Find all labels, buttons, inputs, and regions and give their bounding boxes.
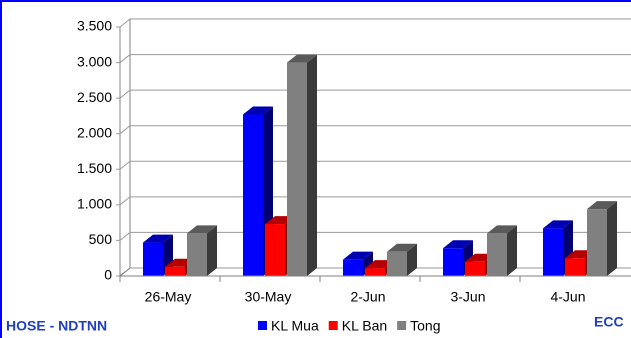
- bar-front: [565, 258, 585, 276]
- x-tick-label: 26-May: [145, 289, 192, 305]
- y-tick-label: 1.500: [77, 160, 112, 176]
- bar-front: [487, 233, 507, 276]
- grid-line: [116, 231, 631, 241]
- bar-front: [587, 209, 607, 276]
- bar-front: [387, 251, 407, 276]
- grid-line: [116, 89, 631, 99]
- annotation: HOSE - NDTNN: [6, 318, 107, 334]
- legend-label: Tong: [410, 318, 440, 334]
- bar-front: [365, 268, 385, 276]
- legend-swatch: [328, 321, 338, 330]
- annotation: ECC: [594, 314, 624, 330]
- bar: [487, 225, 517, 276]
- bar-top: [287, 54, 317, 63]
- bar-front: [287, 62, 307, 277]
- x-tick-label: 3-Jun: [450, 289, 485, 305]
- bar-top: [387, 243, 417, 252]
- x-tick-label: 30-May: [245, 289, 292, 305]
- bar-top: [243, 106, 273, 115]
- y-tick-label: 3.500: [77, 18, 112, 34]
- bar-front: [165, 266, 185, 276]
- bar-front: [443, 248, 463, 276]
- y-tick-label: 500: [89, 231, 113, 247]
- bar-front: [187, 233, 207, 276]
- legend-swatch: [258, 321, 267, 330]
- bar-front: [243, 114, 263, 277]
- bar: [287, 54, 317, 277]
- bar-front: [543, 228, 563, 276]
- y-tick-label: 2.000: [77, 124, 112, 140]
- grid-line: [116, 160, 631, 170]
- bar-top: [587, 201, 617, 210]
- y-tick-label: 3.000: [77, 53, 112, 69]
- bar-side: [207, 225, 217, 276]
- legend-label: KL Mua: [271, 318, 319, 334]
- bar-side: [607, 201, 617, 276]
- bar-top: [187, 225, 217, 234]
- bar-front: [465, 261, 485, 276]
- bar-side: [407, 243, 417, 276]
- bar-front: [343, 259, 363, 276]
- y-tick-label: 2.500: [77, 89, 112, 105]
- bar-top: [487, 225, 517, 234]
- bar-front: [265, 224, 285, 276]
- bar-side: [307, 54, 317, 277]
- legend-swatch: [397, 321, 407, 330]
- bar-top: [343, 251, 373, 260]
- bar-front: [143, 242, 163, 276]
- bar: [187, 225, 217, 276]
- bar-top: [443, 240, 473, 249]
- bar-side: [507, 225, 517, 276]
- bar: [143, 234, 173, 276]
- grid-line: [116, 125, 631, 135]
- bar-top: [543, 220, 573, 229]
- grid-line: [116, 18, 631, 28]
- y-tick-label: 1.000: [77, 196, 112, 212]
- bar: [387, 243, 417, 276]
- bar: [587, 201, 617, 276]
- x-tick-label: 4-Jun: [550, 289, 585, 305]
- y-tick-label: 0: [104, 267, 112, 283]
- bar-top: [143, 234, 173, 243]
- grid-line: [116, 196, 631, 206]
- legend-label: KL Ban: [342, 318, 387, 334]
- floor-edge: [119, 267, 131, 277]
- x-tick-label: 2-Jun: [350, 289, 385, 305]
- grid-line: [116, 54, 631, 64]
